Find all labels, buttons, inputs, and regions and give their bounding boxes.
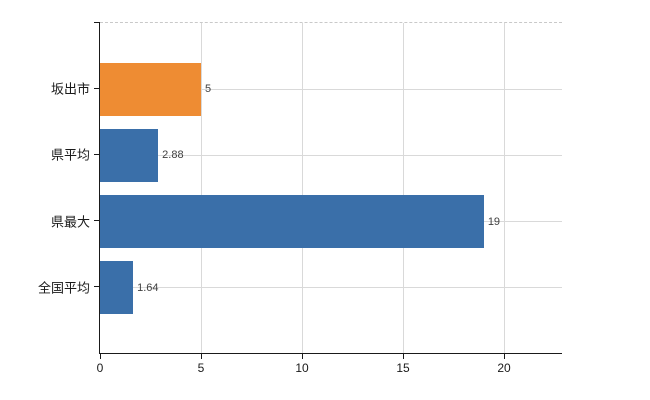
- y-axis-tick: [94, 220, 99, 222]
- y-axis-line: [99, 22, 100, 354]
- x-axis-tick: [99, 354, 101, 359]
- x-axis-tick: [402, 354, 404, 359]
- y-axis-end-tick: [94, 22, 99, 23]
- gridline-vertical: [301, 23, 303, 353]
- gridline-vertical: [503, 23, 505, 353]
- y-axis-tick: [94, 286, 99, 288]
- x-tick-label: 20: [497, 361, 511, 375]
- gridline-horizontal: [100, 154, 562, 156]
- bar-坂出市: [100, 62, 201, 116]
- bar-value-label: 19: [487, 215, 501, 228]
- x-axis-tick: [503, 354, 505, 359]
- x-tick-label: 0: [96, 361, 104, 375]
- category-label-坂出市: 坂出市: [50, 81, 90, 97]
- x-tick-label: 15: [396, 361, 410, 375]
- x-tick-label: 5: [197, 361, 205, 375]
- bar-県最大: [100, 195, 484, 249]
- x-axis-tick: [200, 354, 202, 359]
- gridline-vertical: [402, 23, 404, 353]
- gridline-horizontal: [100, 287, 562, 289]
- category-label-県最大: 県最大: [50, 214, 90, 230]
- y-axis-tick: [94, 153, 99, 155]
- plot-area: 5 2.88 19 1.64: [100, 22, 562, 353]
- category-label-県平均: 県平均: [50, 147, 90, 163]
- category-label-全国平均: 全国平均: [37, 280, 90, 296]
- x-tick-label: 10: [295, 361, 309, 375]
- bar-全国平均: [100, 261, 134, 315]
- y-axis-tick: [94, 87, 99, 89]
- bar-value-label: 1.64: [137, 281, 159, 294]
- x-axis-line: [99, 353, 562, 354]
- x-axis-tick: [301, 354, 303, 359]
- gridline-horizontal: [100, 88, 562, 90]
- bar-県平均: [100, 128, 159, 182]
- bar-value-label: 2.88: [162, 149, 184, 162]
- gridline-vertical: [200, 23, 202, 353]
- bar-value-label: 5: [205, 83, 212, 96]
